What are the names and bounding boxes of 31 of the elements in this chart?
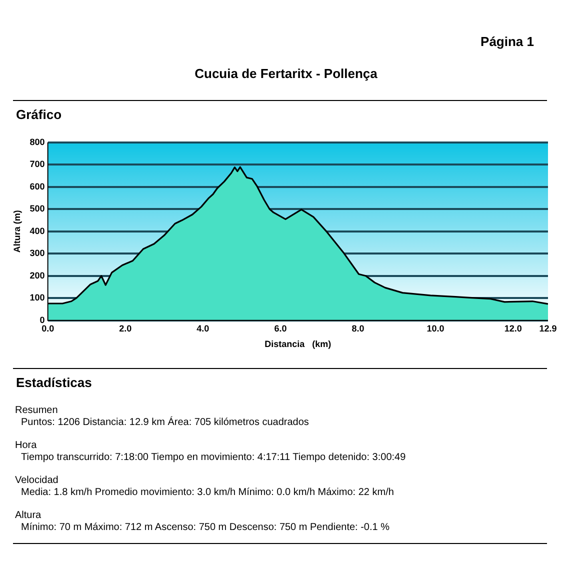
- x-tick-label: 12.9: [539, 323, 557, 334]
- y-tick-label: 600: [30, 181, 45, 192]
- text: Velocidad: [15, 475, 60, 486]
- y-tick-label: 300: [30, 248, 45, 258]
- chart-title: Cucuia de Fertaritx - Pollença: [194, 66, 378, 81]
- text: Mínimo: 70 m Máximo: 712 m Ascenso: 750 m Descenso: 750 m Pendiente: -0.1 %: [20, 522, 391, 533]
- text: Resumen: [15, 405, 59, 416]
- y-tick-label: 0: [40, 314, 45, 325]
- text: Altura: [15, 510, 42, 521]
- x-axis-title: Distancia (km): [264, 339, 332, 350]
- y-tick-label: 100: [30, 292, 45, 303]
- text: Tiempo transcurrido: 7:18:00 Tiempo en movimiento: 4:17:11 Tiempo detenido: 3:00:49: [20, 452, 406, 463]
- text: Página 1: [480, 34, 534, 49]
- text: Estadísticas: [16, 375, 92, 390]
- y-tick-label: 800: [30, 136, 45, 147]
- x-tick-label: 0.0: [42, 323, 54, 334]
- text: Media: 1.8 km/h Promedio movimiento: 3.0 km/h Mínimo: 0.0 km/h Máximo: 22 km/h: [20, 487, 395, 498]
- y-axis-title: Altura (m): [12, 210, 22, 253]
- x-tick-label: 4.0: [196, 323, 210, 334]
- text: Gráfico: [16, 107, 62, 122]
- text: Puntos: 1206 Distancia: 12.9 km Área: 705 kilómetros cuadrados: [20, 417, 310, 428]
- text: Hora: [15, 440, 38, 451]
- x-tick-label: 2.0: [119, 323, 132, 334]
- x-tick-label: 10.0: [426, 323, 444, 334]
- y-tick-label: 400: [30, 226, 45, 236]
- x-tick-label: 8.0: [352, 323, 364, 334]
- y-tick-label: 500: [30, 204, 45, 214]
- x-tick-label: 12.0: [504, 323, 522, 334]
- y-tick-label: 200: [30, 270, 45, 280]
- x-tick-label: 6.0: [274, 323, 287, 334]
- y-tick-label: 700: [30, 159, 45, 170]
